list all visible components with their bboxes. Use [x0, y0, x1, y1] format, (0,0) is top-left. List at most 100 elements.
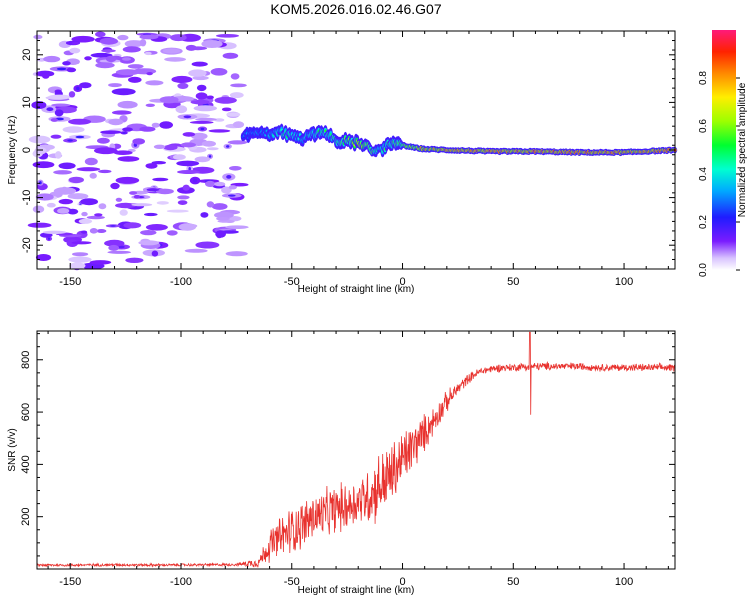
noise-blob [170, 34, 187, 42]
noise-blob [129, 191, 138, 195]
snr-background [37, 331, 675, 569]
noise-blob [122, 46, 141, 53]
noise-blob [211, 203, 228, 210]
noise-blob [195, 117, 217, 122]
noise-blob [107, 250, 131, 254]
noise-blob [71, 35, 95, 43]
noise-blob [58, 198, 73, 205]
noise-blob [177, 200, 188, 206]
colorbar-tick-label: 0.4 [698, 167, 709, 181]
noise-blob-core [56, 67, 67, 71]
ridge-core [329, 133, 332, 136]
y-tick-label: 400 [20, 455, 32, 473]
snr-x-ticks: -150 -100 -50 0 50 100 [47, 331, 669, 588]
noise-blob [72, 252, 89, 257]
noise-blob [86, 215, 105, 220]
noise-blob-core [208, 155, 212, 158]
noise-blob [76, 167, 101, 172]
noise-blob [80, 198, 98, 206]
noise-blob [57, 208, 70, 214]
noise-blob [94, 147, 118, 155]
noise-blob [132, 138, 145, 145]
noise-blob [195, 241, 220, 249]
y-tick-label: -20 [21, 237, 33, 253]
noise-blob [188, 69, 207, 77]
noise-blob [226, 112, 241, 117]
noise-blob [151, 161, 166, 165]
noise-blob [32, 161, 55, 169]
y-tick-label: 800 [20, 351, 32, 369]
noise-blob [27, 222, 52, 228]
noise-blob [205, 180, 216, 187]
noise-blob [152, 177, 169, 182]
colorbar-tick-label: 0.6 [698, 119, 709, 133]
noise-blob [146, 72, 153, 76]
noise-blob [206, 147, 219, 151]
noise-blob [210, 68, 228, 76]
noise-blob [192, 75, 209, 81]
noise-blob [145, 163, 158, 169]
noise-blob [190, 99, 210, 105]
noise-blob [180, 142, 196, 148]
x-tick-label: -100 [170, 276, 192, 288]
noise-blob [115, 202, 137, 209]
spectrogram-x-ticks: -150 -100 -50 0 50 100 [47, 31, 669, 288]
noise-blob [191, 61, 208, 67]
noise-blob [189, 120, 214, 124]
noise-blob [33, 34, 43, 40]
noise-blob [164, 57, 187, 62]
noise-blob [112, 110, 132, 115]
noise-blob [194, 156, 211, 163]
y-tick-label: 20 [21, 49, 33, 61]
noise-blob [79, 82, 92, 89]
noise-blob [177, 170, 200, 174]
noise-blob [229, 166, 242, 171]
noise-blob [84, 157, 98, 166]
noise-blob [119, 209, 128, 216]
snr-panel: -150 -100 -50 0 50 100 200 400 600 800 Height of… [7, 330, 676, 596]
noise-blob [98, 169, 112, 174]
y-tick-label: -10 [21, 190, 33, 206]
noise-blob [117, 100, 138, 109]
noise-blob [139, 126, 156, 132]
noise-blob [43, 55, 61, 63]
noise-blob [95, 31, 106, 38]
noise-blob [115, 176, 140, 184]
noise-blob [51, 103, 71, 107]
noise-blob [159, 96, 179, 104]
noise-blob [214, 181, 226, 187]
noise-blob [171, 75, 193, 84]
noise-blob [230, 73, 240, 80]
noise-blob [78, 218, 93, 224]
noise-blob [208, 129, 231, 133]
noise-blob [113, 150, 133, 155]
noise-blob [108, 118, 124, 126]
noise-blob [214, 96, 237, 104]
noise-blob [201, 140, 216, 147]
noise-blob [166, 230, 178, 236]
noise-blob [128, 76, 142, 83]
noise-blob [89, 260, 112, 265]
colorbar-tick-label: 0.8 [698, 71, 709, 85]
noise-blob [117, 34, 129, 41]
noise-blob [122, 127, 133, 132]
noise-blob [200, 212, 209, 218]
noise-blob-core [188, 167, 191, 171]
noise-blob [67, 208, 79, 215]
x-tick-label: 0 [399, 276, 405, 288]
noise-blob [175, 105, 188, 114]
noise-blob [144, 212, 158, 217]
noise-blob [139, 39, 147, 47]
noise-blob [227, 140, 248, 145]
noise-blob-core [183, 115, 192, 119]
noise-blob [206, 95, 214, 100]
noise-blob [101, 49, 116, 53]
colorbar-ticks: 0.0 0.2 0.4 0.6 0.8 [698, 71, 740, 277]
noise-blob [58, 162, 76, 170]
noise-blob [230, 83, 247, 88]
noise-blob [151, 250, 159, 257]
x-tick-label: -50 [284, 576, 300, 588]
noise-blob [55, 151, 62, 159]
noise-blob [216, 217, 230, 221]
noise-blob [72, 41, 79, 45]
